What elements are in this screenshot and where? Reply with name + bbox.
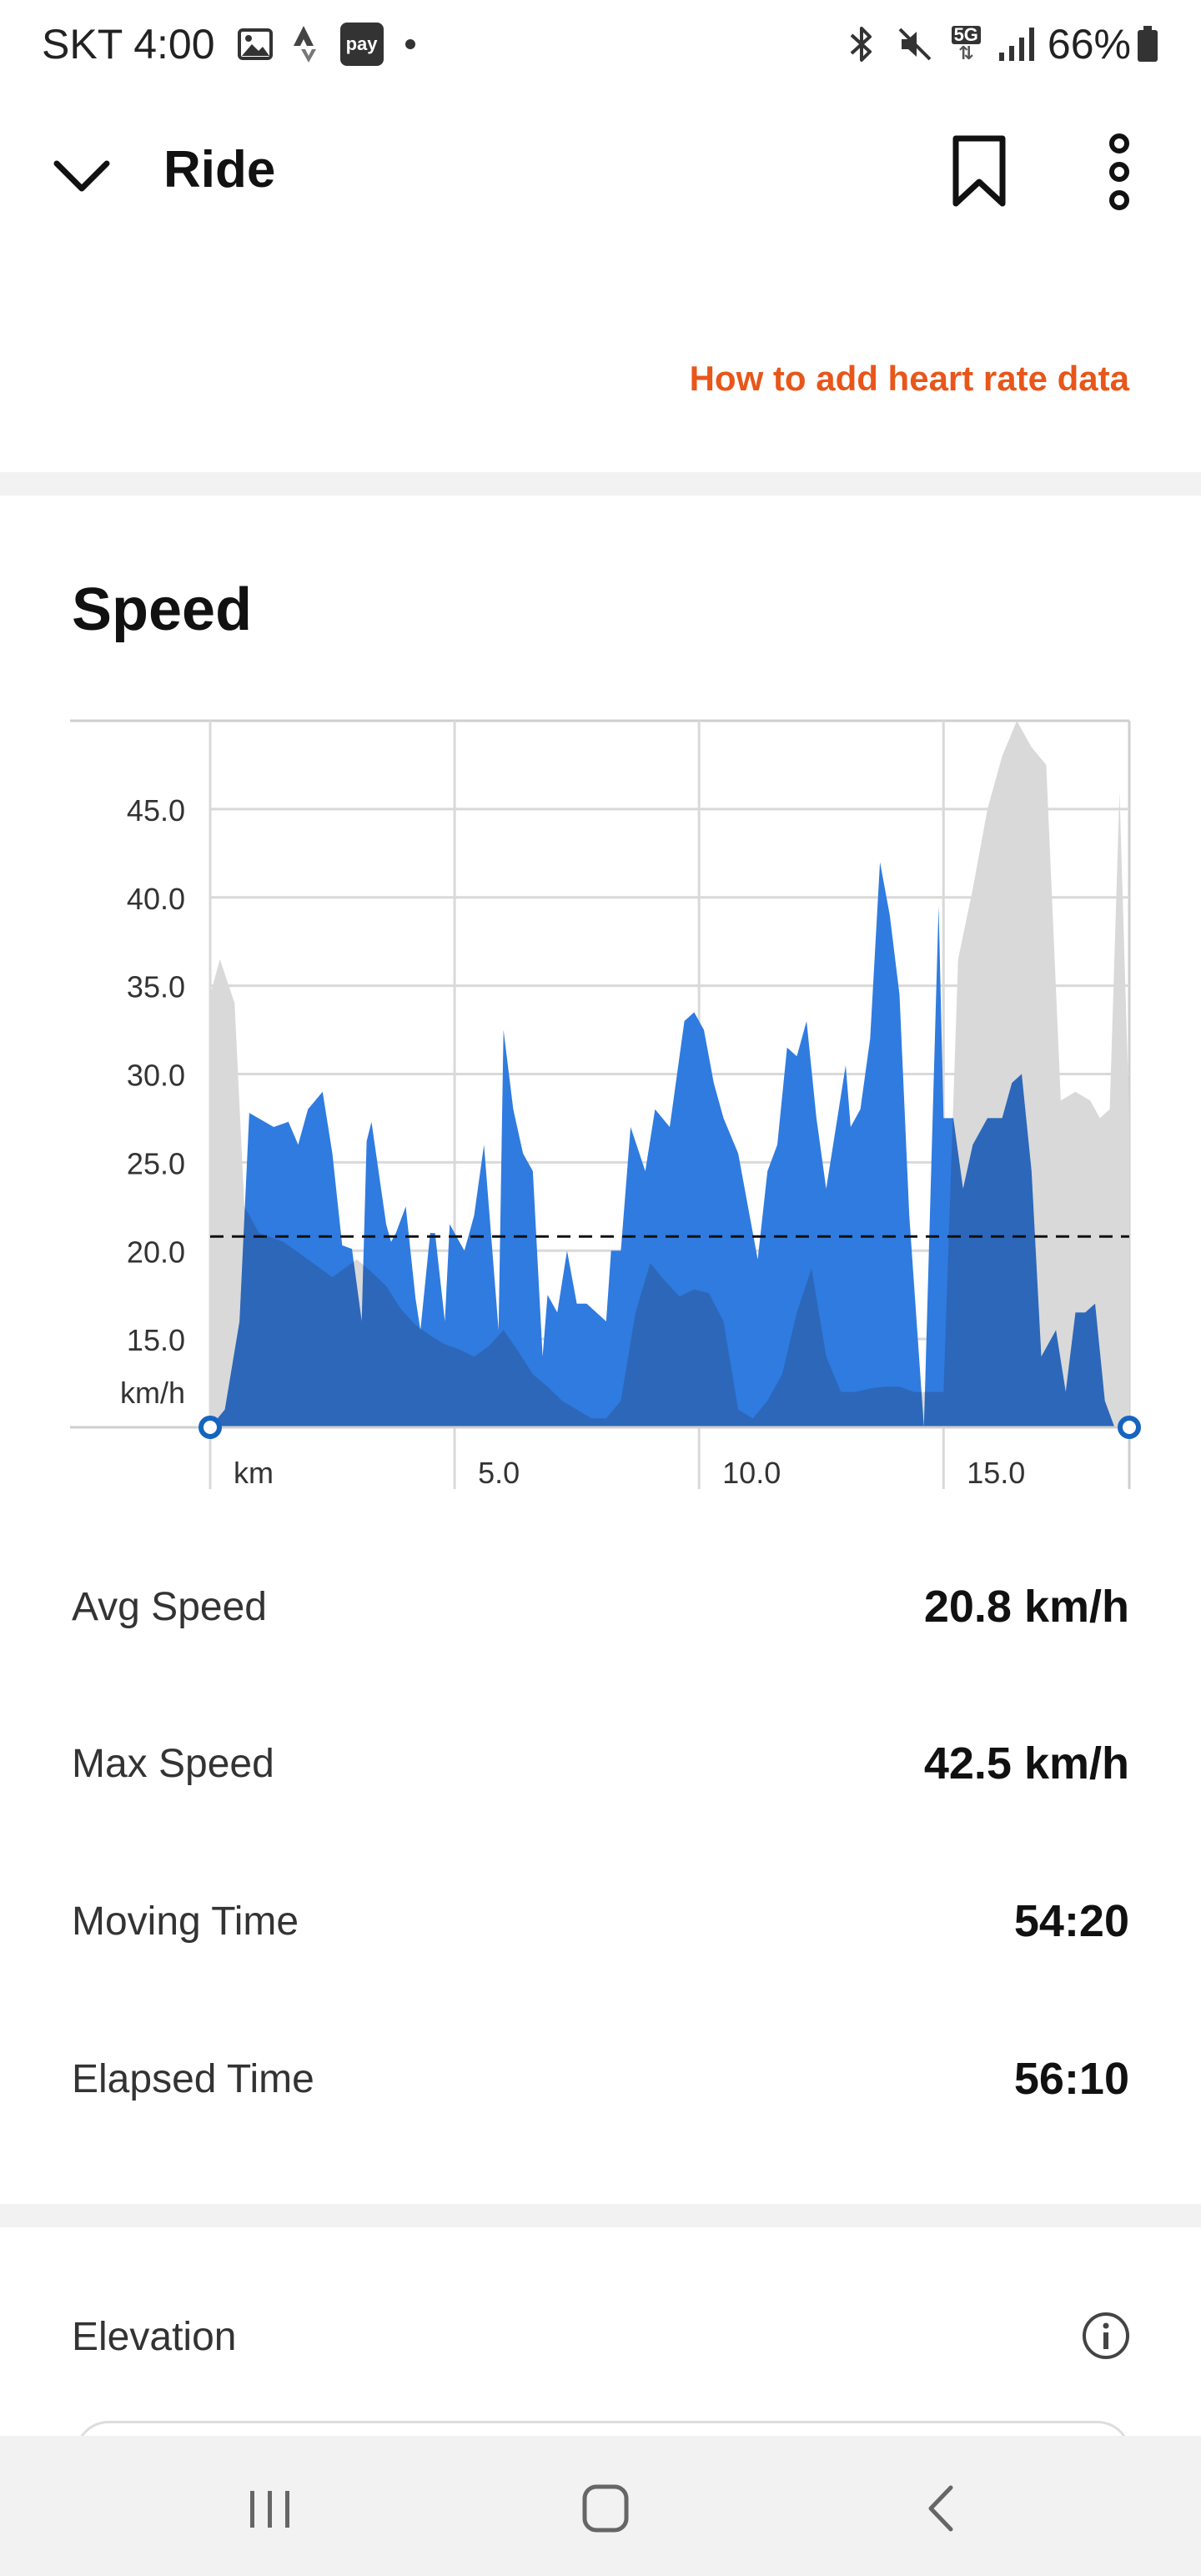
pay-badge: pay <box>339 23 384 66</box>
stat-row: Max Speed 42.5 km/h <box>72 1722 1129 1805</box>
elevation-title: Elevation <box>72 2315 237 2359</box>
range-end-handle[interactable] <box>1118 1416 1141 1439</box>
x-tick-label: 10.0 <box>722 1456 781 1490</box>
y-tick-label: 40.0 <box>127 882 185 916</box>
back-icon[interactable] <box>909 2479 976 2538</box>
speed-section-title: Speed <box>72 576 253 643</box>
network-5g-icon: 5G ⇅ <box>951 26 981 63</box>
stat-row: Moving Time 54:20 <box>72 1879 1129 1963</box>
battery-percent: 66% <box>1047 21 1131 68</box>
y-tick-label: 15.0 <box>127 1323 185 1357</box>
x-tick-label: km <box>234 1456 274 1490</box>
bluetooth-icon <box>845 23 878 65</box>
home-icon[interactable] <box>572 2479 639 2538</box>
stat-label: Elapsed Time <box>72 2056 314 2101</box>
stat-row: Elapsed Time 56:10 <box>72 2037 1129 2121</box>
section-divider <box>0 472 1201 496</box>
status-bar: SKT 4:00 pay 5G ⇅ 66% <box>0 0 1201 90</box>
more-options-icon[interactable] <box>1103 132 1136 212</box>
info-icon[interactable] <box>1081 2311 1131 2361</box>
recent-apps-icon[interactable] <box>237 2479 304 2538</box>
stat-value: 56:10 <box>1013 2054 1129 2104</box>
notification-dot-icon <box>405 39 415 49</box>
y-tick-label: 35.0 <box>127 970 185 1004</box>
page-title: Ride <box>163 141 276 199</box>
overlap-area <box>210 862 1129 1427</box>
stat-label: Max Speed <box>72 1741 274 1786</box>
elevation-section: Elevation <box>0 2227 1201 2490</box>
speed-area <box>210 862 1129 1427</box>
stat-value: 20.8 km/h <box>923 1582 1129 1632</box>
stat-row: Avg Speed 20.8 km/h <box>72 1565 1129 1648</box>
y-tick-label: 30.0 <box>127 1059 185 1093</box>
status-time: SKT 4:00 <box>42 21 215 68</box>
y-tick-label: 45.0 <box>127 793 185 828</box>
heart-rate-section: How to add heart rate data <box>0 264 1201 472</box>
signal-icon <box>997 26 1036 63</box>
stat-value: 42.5 km/h <box>923 1738 1129 1789</box>
x-tick-label: 5.0 <box>478 1456 520 1490</box>
stat-label: Avg Speed <box>72 1584 267 1629</box>
network-label: 5G <box>951 26 981 44</box>
bookmark-icon[interactable] <box>949 132 1009 212</box>
heart-rate-help-link[interactable]: How to add heart rate data <box>689 359 1129 398</box>
range-start-handle[interactable] <box>198 1416 222 1439</box>
collapse-chevron-icon[interactable] <box>52 145 112 205</box>
stat-label: Moving Time <box>72 1899 299 1944</box>
y-tick-label: 20.0 <box>127 1235 185 1269</box>
strava-icon <box>290 24 324 64</box>
section-divider <box>0 2204 1201 2227</box>
speed-chart-svg: 45.0 40.0 35.0 30.0 25.0 20.0 15.0 km 5.0 10.0 15.… <box>70 719 1141 1490</box>
stat-value: 54:20 <box>1013 1896 1129 1946</box>
y-axis-unit-label: km/h <box>120 1376 185 1410</box>
system-nav-bar <box>0 2436 1201 2576</box>
app-bar: Ride <box>0 90 1201 265</box>
speed-chart[interactable]: 45.0 40.0 35.0 30.0 25.0 20.0 15.0 km 5.0 10.0 15.… <box>0 701 1201 1502</box>
battery-icon <box>1136 25 1159 63</box>
gallery-icon <box>237 26 274 63</box>
x-tick-label: 15.0 <box>967 1456 1025 1490</box>
mute-icon <box>895 24 935 64</box>
y-tick-label: 25.0 <box>127 1146 185 1180</box>
